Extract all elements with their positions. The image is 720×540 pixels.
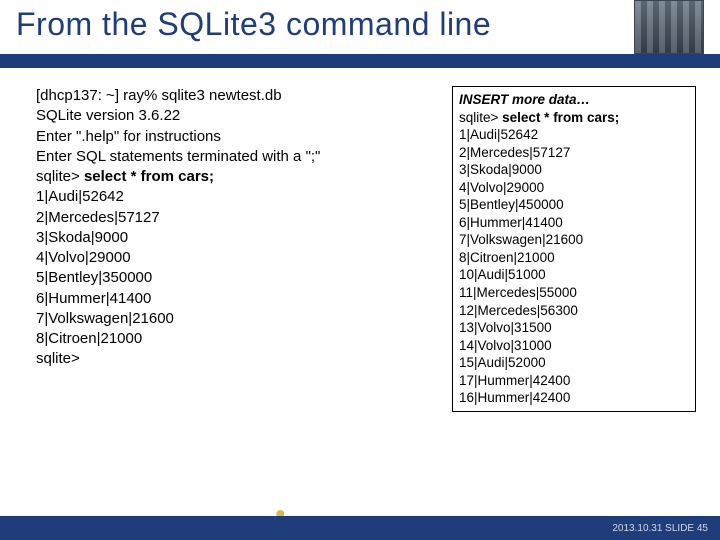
- terminal-line: 14|Volvo|31000: [459, 337, 689, 355]
- slide-title: From the SQLite3 command line: [16, 6, 704, 43]
- terminal-line: 1|Audi|52642: [459, 126, 689, 144]
- terminal-line: 8|Citroen|21000: [459, 249, 689, 267]
- terminal-text-emphasis: select * from cars;: [502, 110, 619, 125]
- terminal-text: 8|Citroen|21000: [36, 330, 142, 347]
- terminal-line: 3|Skoda|9000: [459, 161, 689, 179]
- terminal-text: 13|Volvo|31500: [459, 320, 552, 335]
- terminal-text: 5|Bentley|450000: [459, 197, 564, 212]
- terminal-text: INSERT more data…: [459, 92, 590, 107]
- terminal-line: 7|Volkswagen|21600: [36, 309, 432, 329]
- terminal-line: INSERT more data…: [459, 91, 689, 109]
- terminal-text: 16|Hummer|42400: [459, 390, 570, 405]
- terminal-text: 3|Skoda|9000: [459, 162, 542, 177]
- terminal-text: sqlite>: [459, 110, 502, 125]
- terminal-text: 1|Audi|52642: [459, 127, 538, 142]
- terminal-line: 1|Audi|52642: [36, 187, 432, 207]
- terminal-text: 4|Volvo|29000: [36, 249, 131, 266]
- terminal-text-emphasis: select * from cars;: [84, 168, 214, 185]
- terminal-text: [dhcp137: ~] ray% sqlite3 newtest.db: [36, 87, 282, 104]
- terminal-line: sqlite> select * from cars;: [36, 167, 432, 187]
- terminal-output-left: [dhcp137: ~] ray% sqlite3 newtest.db SQLi…: [36, 86, 432, 412]
- terminal-line: 5|Bentley|450000: [459, 196, 689, 214]
- terminal-text: 8|Citroen|21000: [459, 250, 555, 265]
- terminal-text: 7|Volkswagen|21600: [459, 232, 583, 247]
- slide-info: 2013.10.31 SLIDE 45: [612, 523, 708, 534]
- terminal-text: 1|Audi|52642: [36, 188, 124, 205]
- terminal-line: 6|Hummer|41400: [459, 214, 689, 232]
- terminal-line: 17|Hummer|42400: [459, 372, 689, 390]
- terminal-text: 14|Volvo|31000: [459, 338, 552, 353]
- terminal-line: 12|Mercedes|56300: [459, 302, 689, 320]
- terminal-line: 15|Audi|52000: [459, 354, 689, 372]
- terminal-line: [dhcp137: ~] ray% sqlite3 newtest.db: [36, 86, 432, 106]
- terminal-text: 5|Bentley|350000: [36, 269, 152, 286]
- terminal-line: sqlite>: [36, 349, 432, 369]
- title-bar: From the SQLite3 command line: [0, 0, 720, 70]
- terminal-line: 4|Volvo|29000: [459, 179, 689, 197]
- terminal-line: Enter ".help" for instructions: [36, 127, 432, 147]
- title-underline: [0, 54, 720, 68]
- terminal-text: 2|Mercedes|57127: [459, 145, 570, 160]
- terminal-line: 4|Volvo|29000: [36, 248, 432, 268]
- terminal-line: Enter SQL statements terminated with a "…: [36, 147, 432, 167]
- terminal-line: 7|Volkswagen|21600: [459, 231, 689, 249]
- terminal-text: 6|Hummer|41400: [459, 215, 563, 230]
- terminal-text: 7|Volkswagen|21600: [36, 310, 174, 327]
- terminal-text: 17|Hummer|42400: [459, 373, 570, 388]
- terminal-line: 5|Bentley|350000: [36, 268, 432, 288]
- terminal-line: sqlite> select * from cars;: [459, 109, 689, 127]
- terminal-text: Enter SQL statements terminated with a "…: [36, 148, 320, 165]
- terminal-text: 3|Skoda|9000: [36, 229, 128, 246]
- terminal-line: 8|Citroen|21000: [36, 329, 432, 349]
- content-area: [dhcp137: ~] ray% sqlite3 newtest.db SQLi…: [0, 70, 720, 412]
- terminal-text: 6|Hummer|41400: [36, 290, 151, 307]
- terminal-text: Enter ".help" for instructions: [36, 128, 221, 145]
- terminal-line: 6|Hummer|41400: [36, 289, 432, 309]
- terminal-text: 2|Mercedes|57127: [36, 209, 160, 226]
- footer-bar: 2013.10.31 SLIDE 45: [0, 516, 720, 540]
- terminal-line: 2|Mercedes|57127: [459, 144, 689, 162]
- terminal-line: SQLite version 3.6.22: [36, 106, 432, 126]
- terminal-line: 3|Skoda|9000: [36, 228, 432, 248]
- terminal-text: sqlite>: [36, 168, 84, 185]
- terminal-line: 13|Volvo|31500: [459, 319, 689, 337]
- terminal-line: 10|Audi|51000: [459, 266, 689, 284]
- terminal-text: 11|Mercedes|55000: [459, 285, 577, 300]
- terminal-text: 4|Volvo|29000: [459, 180, 544, 195]
- terminal-output-right: INSERT more data… sqlite> select * from c…: [452, 86, 696, 412]
- terminal-text: sqlite>: [36, 350, 80, 367]
- terminal-line: 11|Mercedes|55000: [459, 284, 689, 302]
- terminal-text: 12|Mercedes|56300: [459, 303, 578, 318]
- terminal-text: 10|Audi|51000: [459, 267, 546, 282]
- terminal-text: 15|Audi|52000: [459, 355, 546, 370]
- terminal-line: 16|Hummer|42400: [459, 389, 689, 407]
- terminal-line: 2|Mercedes|57127: [36, 208, 432, 228]
- decorative-photo: [634, 0, 704, 54]
- terminal-text: SQLite version 3.6.22: [36, 107, 180, 124]
